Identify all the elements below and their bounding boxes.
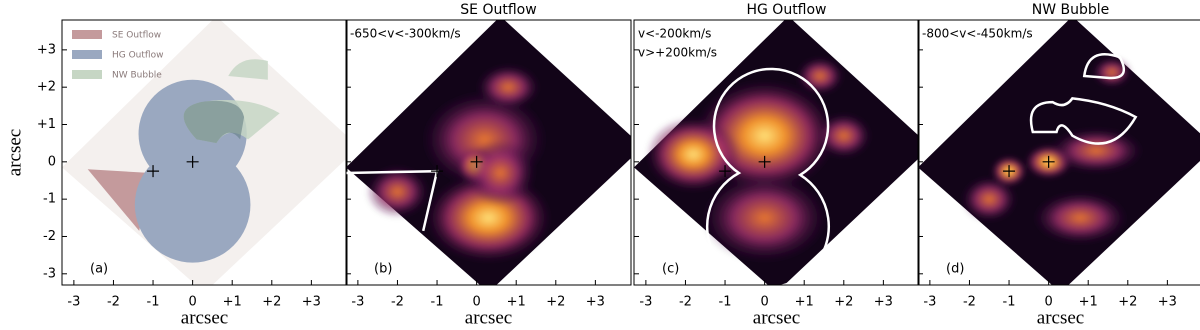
x-tick-label: -1 bbox=[1003, 295, 1016, 310]
emission-blob bbox=[1033, 191, 1128, 244]
x-tick-label: -2 bbox=[391, 295, 404, 310]
contour bbox=[1082, 53, 1126, 80]
overlap bbox=[183, 100, 245, 144]
emission bbox=[961, 57, 1143, 244]
x-tick-label: +2 bbox=[834, 295, 853, 310]
annotation: v<-200km/s bbox=[638, 27, 711, 41]
image bbox=[346, 20, 631, 285]
position-marker bbox=[758, 155, 771, 168]
panel-label: (b) bbox=[374, 262, 392, 277]
legend-swatch bbox=[72, 50, 102, 59]
emission-blob bbox=[477, 64, 540, 110]
position-marker bbox=[431, 165, 444, 178]
y-axis-label: arcsec bbox=[4, 129, 25, 176]
emission-blob bbox=[816, 113, 872, 158]
x-tick-label: -1 bbox=[431, 295, 444, 310]
x-axis-label: arcsec bbox=[1037, 307, 1084, 328]
x-tick-label: 0 bbox=[472, 295, 480, 310]
x-tick-label: +2 bbox=[546, 295, 565, 310]
y-tick-label: -3 bbox=[43, 266, 56, 281]
image bbox=[634, 20, 919, 285]
emission-blob bbox=[961, 176, 1017, 222]
y-tick-label: 0 bbox=[48, 154, 56, 169]
legend-label: HG Outflow bbox=[112, 51, 163, 61]
image bbox=[62, 20, 347, 285]
x-tick-label: +1 bbox=[1079, 295, 1098, 310]
panel: -3 -2 -1 0 +1 +2 +3 HG Outflow v<-200km/s v>+200k… bbox=[633, 2, 920, 328]
y-tick-label: -2 bbox=[43, 229, 56, 244]
position-marker bbox=[186, 155, 199, 168]
panel-title: SE Outflow bbox=[460, 2, 536, 18]
x-tick-label: -3 bbox=[639, 295, 652, 310]
x-tick-label: +2 bbox=[262, 295, 281, 310]
x-tick-label: +3 bbox=[302, 295, 321, 310]
emission-blob bbox=[366, 165, 429, 218]
plot-frame bbox=[345, 19, 632, 286]
x-tick-label: -3 bbox=[923, 295, 936, 310]
hg-region bbox=[134, 146, 251, 263]
nw-region bbox=[228, 59, 268, 80]
y-tick-label: +1 bbox=[37, 117, 56, 132]
plot-frame bbox=[633, 19, 920, 286]
panel-title: HG Outflow bbox=[746, 2, 826, 18]
panel: -3 -2 -1 0 +1 +2 +3 NW Bubble -800<v<-450km/s (d)… bbox=[917, 2, 1200, 328]
emission-blob bbox=[465, 139, 536, 207]
x-tick-label: -3 bbox=[67, 295, 80, 310]
plot-frame bbox=[917, 19, 1200, 286]
position-marker bbox=[147, 165, 160, 178]
x-tick-label: -2 bbox=[107, 295, 120, 310]
x-tick-label: 0 bbox=[760, 295, 768, 310]
x-tick-label: -1 bbox=[147, 295, 160, 310]
emission bbox=[366, 64, 551, 263]
x-tick-label: +1 bbox=[223, 295, 242, 310]
emission-blob bbox=[702, 173, 828, 263]
x-tick-label: +3 bbox=[874, 295, 893, 310]
panel: SE Outflow HG Outflow NW Bubble -3 -2 -1 0 +1 +2… bbox=[4, 19, 348, 328]
y-tick-label: +2 bbox=[37, 80, 56, 95]
plot-frame bbox=[61, 19, 348, 286]
annotation: -650<v<-300km/s bbox=[350, 27, 461, 41]
x-axis-label: arcsec bbox=[753, 307, 800, 328]
x-tick-label: +3 bbox=[1158, 295, 1177, 310]
annotation: v>+200km/s bbox=[638, 46, 717, 60]
panel: -3 -2 -1 0 +1 +2 +3 SE Outflow -650<v<-300km/s (b… bbox=[345, 2, 632, 328]
x-axis-label: arcsec bbox=[465, 307, 512, 328]
x-tick-label: -2 bbox=[679, 295, 692, 310]
y-tick-label: -1 bbox=[43, 192, 56, 207]
x-tick-label: +1 bbox=[795, 295, 814, 310]
position-marker bbox=[1003, 165, 1016, 178]
legend-swatch bbox=[72, 70, 102, 79]
x-axis-label: arcsec bbox=[181, 307, 228, 328]
x-tick-label: -3 bbox=[351, 295, 364, 310]
x-tick-label: +1 bbox=[507, 295, 526, 310]
x-tick-label: 0 bbox=[1044, 295, 1052, 310]
panel-title: NW Bubble bbox=[1032, 2, 1110, 18]
position-marker bbox=[719, 165, 732, 178]
x-tick-label: -2 bbox=[963, 295, 976, 310]
annotation: -800<v<-450km/s bbox=[922, 27, 1033, 41]
contour bbox=[705, 67, 830, 285]
panel-label: (c) bbox=[662, 262, 679, 277]
position-marker bbox=[470, 155, 483, 168]
panel-label: (a) bbox=[90, 262, 108, 277]
image bbox=[918, 20, 1200, 285]
legend-swatch bbox=[72, 30, 102, 39]
se-region bbox=[87, 169, 152, 231]
contour bbox=[1029, 97, 1138, 145]
y-tick-label: +3 bbox=[37, 42, 56, 57]
x-tick-label: -1 bbox=[719, 295, 732, 310]
panel-label: (d) bbox=[946, 262, 964, 277]
legend-label: SE Outflow bbox=[112, 31, 161, 41]
x-tick-label: +3 bbox=[586, 295, 605, 310]
emission-blob bbox=[1049, 128, 1143, 173]
x-tick-label: +2 bbox=[1118, 295, 1137, 310]
emission-blob bbox=[796, 57, 844, 95]
x-tick-label: 0 bbox=[188, 295, 196, 310]
emission-blob bbox=[1092, 57, 1132, 88]
emission-blob bbox=[646, 117, 741, 192]
legend-label: NW Bubble bbox=[112, 71, 162, 81]
position-marker bbox=[1042, 155, 1055, 168]
